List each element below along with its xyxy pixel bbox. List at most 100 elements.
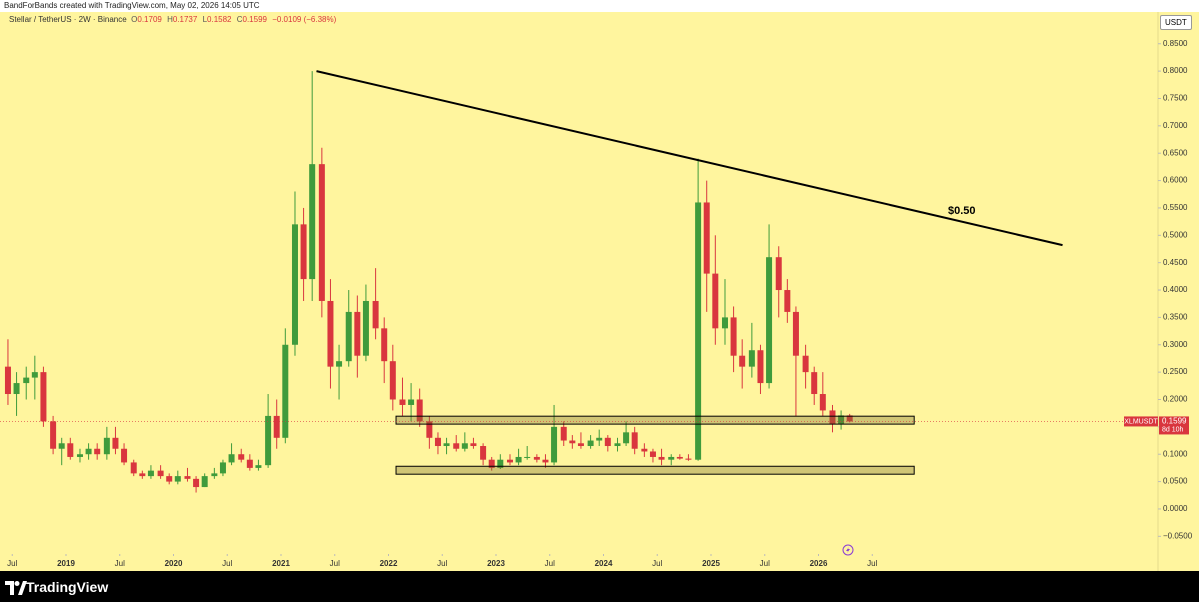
candle-body <box>703 202 710 274</box>
x-tick-label: Jul <box>115 559 125 568</box>
candle-body <box>569 440 576 444</box>
candle-body <box>174 476 181 482</box>
candle-body <box>480 446 487 460</box>
candle-body <box>255 465 262 468</box>
y-tick-label: 0.2000 <box>1163 395 1188 404</box>
candle-body <box>112 437 119 449</box>
y-tick-label: 0.0500 <box>1163 477 1188 486</box>
y-tick-label: 0.7500 <box>1163 94 1188 103</box>
candle-body <box>40 372 47 422</box>
candle-body <box>426 421 433 438</box>
candle-body <box>147 470 154 477</box>
candle-body <box>50 421 57 449</box>
y-tick-label: 0.5000 <box>1163 230 1188 239</box>
candle-body <box>309 164 316 280</box>
candle-body <box>345 311 352 362</box>
candle-body <box>291 224 298 345</box>
candle-body <box>265 415 272 466</box>
x-tick-label: Jul <box>222 559 232 568</box>
candle-body <box>318 164 325 301</box>
y-tick-label: 0.3500 <box>1163 313 1188 322</box>
candle-body <box>739 355 746 367</box>
x-tick-label: Jul <box>760 559 770 568</box>
y-tick-label: 0.8500 <box>1163 39 1188 48</box>
chart: 0.8500 0.8000 0.7500 0.7000 0.6500 0.6000 0.55… <box>0 12 1199 571</box>
footer: TradingView <box>0 571 1199 602</box>
change: −0.0109 (−6.38%) <box>272 15 337 24</box>
symbol-tag <box>1124 416 1158 427</box>
candle-body <box>362 300 369 356</box>
candle-body <box>246 459 253 468</box>
ohlc-value: 0.1737 <box>172 15 198 24</box>
y-tick-label: 0.1000 <box>1163 449 1188 458</box>
x-tick-label: 2021 <box>272 559 290 568</box>
annotation: $0.50 <box>948 205 976 217</box>
ohlc-value: 0.1709 <box>137 15 162 24</box>
candle-body <box>130 462 137 474</box>
candle-body <box>819 394 826 411</box>
candle-body <box>416 399 423 422</box>
candle-body <box>577 443 584 447</box>
candle-body <box>434 437 441 447</box>
candle-body <box>461 443 468 449</box>
candle-body <box>766 257 773 384</box>
price-tag-value: 0.1599 <box>1162 417 1187 426</box>
symbol-tag-label: XLMUSDT <box>1124 418 1158 425</box>
candle-body <box>587 440 594 447</box>
chart-background <box>0 12 1199 571</box>
candle-body <box>219 462 226 474</box>
x-tick-label: Jul <box>867 559 877 568</box>
x-tick-label: 2023 <box>487 559 505 568</box>
candle-body <box>784 290 791 312</box>
candle-body <box>211 473 218 477</box>
candle-body <box>757 350 764 384</box>
candle-body <box>802 355 809 373</box>
candle-body <box>829 410 836 425</box>
candle-body <box>389 361 396 400</box>
candle-body <box>13 383 20 395</box>
candle-body <box>792 311 799 356</box>
symbol: Stellar / TetherUS · 2W · Binance <box>9 15 127 24</box>
candle-body <box>658 456 665 460</box>
y-tick-label: 0.8000 <box>1163 66 1188 75</box>
y-tick-label: −0.0500 <box>1163 531 1193 540</box>
candle-body <box>166 476 173 482</box>
candle-body <box>201 476 208 488</box>
x-tick-label: Jul <box>545 559 555 568</box>
y-tick-label: 0.4500 <box>1163 258 1188 267</box>
logo <box>5 581 27 595</box>
candle-body <box>103 437 110 455</box>
x-tick-label: 2019 <box>57 559 75 568</box>
brand: TradingView <box>26 579 109 595</box>
candle-body <box>542 459 549 463</box>
y-tick-label: 0.5500 <box>1163 203 1188 212</box>
candle-body <box>712 273 719 329</box>
y-tick-label: 0.2500 <box>1163 367 1188 376</box>
ohlc-key: O <box>131 15 138 24</box>
candle-body <box>685 458 692 460</box>
candle-body <box>641 448 648 452</box>
candle-body <box>695 202 702 460</box>
candle-body <box>336 361 343 367</box>
candle-body <box>354 311 361 356</box>
x-tick-label: Jul <box>330 559 340 568</box>
candle-body <box>488 459 495 468</box>
candle-body <box>623 432 630 444</box>
y-tick-label: 0.6500 <box>1163 148 1188 157</box>
candle-body <box>811 372 818 395</box>
candle-body <box>506 459 513 463</box>
candle-body <box>838 415 845 425</box>
ohlc-key: C <box>236 15 243 24</box>
candle-body <box>497 459 504 468</box>
candle-body <box>85 448 92 455</box>
candle-body <box>193 478 200 488</box>
price-tag-countdown: 8d 10h <box>1162 426 1184 433</box>
candle-body <box>67 443 74 457</box>
candle-body <box>551 426 558 463</box>
x-tick-label: 2026 <box>810 559 828 568</box>
candle-body <box>614 443 621 447</box>
currency-button[interactable]: USDT <box>1160 15 1192 30</box>
lightning-icon <box>842 544 854 556</box>
x-tick-label: Jul <box>437 559 447 568</box>
candle-body <box>273 415 280 438</box>
